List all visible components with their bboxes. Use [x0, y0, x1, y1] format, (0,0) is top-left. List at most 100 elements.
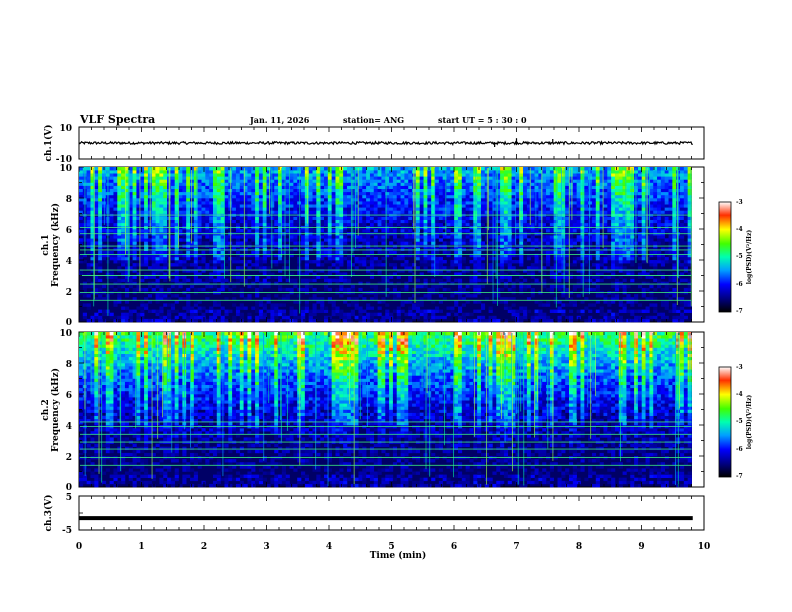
- spectrogram-cell: [442, 176, 447, 180]
- spectrogram-cell: [400, 210, 405, 214]
- spectrogram-cell: [519, 306, 524, 310]
- spectrogram-cell: [408, 191, 413, 196]
- spectrogram-cell: [239, 188, 244, 193]
- spectrogram-cell: [339, 287, 344, 292]
- spectrogram-cell: [94, 278, 99, 282]
- spectrogram-cell: [500, 278, 505, 282]
- spectrogram-cell: [503, 235, 509, 239]
- spectrogram-cell: [381, 194, 386, 199]
- spectrogram-cell: [327, 297, 332, 301]
- spectrogram-cell: [220, 256, 225, 261]
- spectrogram-cell: [308, 315, 313, 320]
- spectrogram-cell: [232, 303, 237, 307]
- spectrogram-cell: [128, 201, 133, 205]
- spectrogram-cell: [278, 312, 283, 317]
- spectrogram-cell: [542, 235, 547, 239]
- spectrogram-cell: [90, 176, 95, 180]
- spectrogram-cell: [297, 241, 302, 245]
- spectrogram-cell: [262, 222, 267, 227]
- spectrogram-cell: [400, 256, 405, 261]
- spectrogram-cell: [212, 235, 218, 239]
- spectrogram-cell: [90, 269, 95, 273]
- spectrogram-cell: [258, 312, 264, 317]
- spectrogram-cell: [255, 229, 260, 233]
- spectrogram-cell: [232, 235, 237, 239]
- spectrogram-cell: [538, 266, 543, 270]
- spectrogram-cell: [546, 241, 551, 245]
- spectrogram-cell: [201, 315, 206, 320]
- spectrogram-cell: [373, 170, 378, 174]
- spectrogram-cell: [362, 263, 367, 267]
- spectrogram-cell: [98, 275, 103, 279]
- spectrogram-cell: [101, 250, 107, 255]
- spectrogram-cell: [182, 207, 187, 211]
- spectrogram-cell: [193, 238, 198, 242]
- spectrogram-cell: [546, 216, 551, 220]
- spectrogram-cell: [201, 176, 206, 180]
- spectrogram-cell: [94, 176, 99, 180]
- spectrogram-cell: [404, 287, 409, 292]
- spectrogram-cell: [170, 253, 176, 258]
- spectrogram-cell: [251, 176, 256, 180]
- spectrogram-cell: [366, 173, 371, 177]
- spectrogram-cell: [178, 238, 183, 242]
- spectrogram-cell: [373, 201, 378, 205]
- spectrogram-cell: [346, 303, 352, 307]
- spectrogram-cell: [94, 241, 99, 245]
- spectrogram-cell: [373, 198, 378, 202]
- spectrogram-cell: [500, 300, 505, 304]
- spectrogram-cell: [117, 238, 122, 242]
- spectrogram-cell: [461, 303, 466, 307]
- spectrogram-cell: [128, 179, 133, 183]
- spectrogram-cell: [553, 167, 558, 171]
- spectrogram-cell: [140, 182, 145, 186]
- spectrogram-cell: [389, 182, 394, 186]
- spectrogram-cell: [113, 247, 118, 251]
- spectrogram-cell: [197, 204, 202, 208]
- spectrogram-cell: [212, 229, 218, 233]
- spectrogram-cell: [178, 191, 183, 196]
- spectrogram-cell: [117, 229, 122, 233]
- spectrogram-cell: [492, 191, 497, 196]
- spectrogram-cell: [174, 216, 179, 220]
- spectrogram-cell: [167, 287, 172, 292]
- spectrogram-cell: [465, 167, 470, 171]
- spectrogram-cell: [438, 266, 443, 270]
- spectrogram-cell: [224, 188, 229, 193]
- spectrogram-cell: [258, 179, 264, 183]
- spectrogram-cell: [320, 300, 325, 304]
- spectrogram-cell: [553, 194, 558, 199]
- spectrogram-cell: [270, 198, 275, 202]
- spectrogram-cell: [515, 167, 520, 171]
- spectrogram-cell: [281, 266, 287, 270]
- spectrogram-cell: [255, 306, 260, 310]
- spectrogram-cell: [94, 170, 99, 174]
- spectrogram-cell: [408, 176, 413, 180]
- spectrogram-cell: [304, 188, 309, 193]
- spectrogram-cell: [519, 185, 524, 189]
- spectrogram-cell: [247, 229, 252, 233]
- spectrogram-cell: [565, 176, 570, 180]
- spectrogram-cell: [193, 275, 198, 279]
- spectrogram-cell: [526, 256, 532, 261]
- spectrogram-cell: [278, 318, 283, 323]
- spectrogram-cell: [553, 284, 558, 289]
- spectrogram-cell: [258, 269, 264, 273]
- spectrogram-cell: [431, 167, 436, 171]
- spectrogram-cell: [335, 253, 340, 258]
- spectrogram-cell: [117, 210, 122, 214]
- spectrogram-cell: [224, 185, 229, 189]
- spectrogram-cell: [366, 318, 371, 323]
- spectrogram-cell: [327, 256, 332, 261]
- spectrogram-cell: [155, 297, 160, 301]
- spectrogram-cell: [408, 238, 413, 242]
- spectrogram-cell: [362, 170, 367, 174]
- spectrogram-cell: [381, 204, 386, 208]
- spectrogram-cell: [82, 284, 87, 289]
- spectrogram-cell: [465, 238, 470, 242]
- spectrogram-cell: [324, 278, 329, 282]
- spectrogram-cell: [373, 312, 378, 317]
- spectrogram-cell: [205, 250, 210, 255]
- spectrogram-cell: [289, 250, 294, 255]
- spectrogram-cell: [523, 219, 528, 224]
